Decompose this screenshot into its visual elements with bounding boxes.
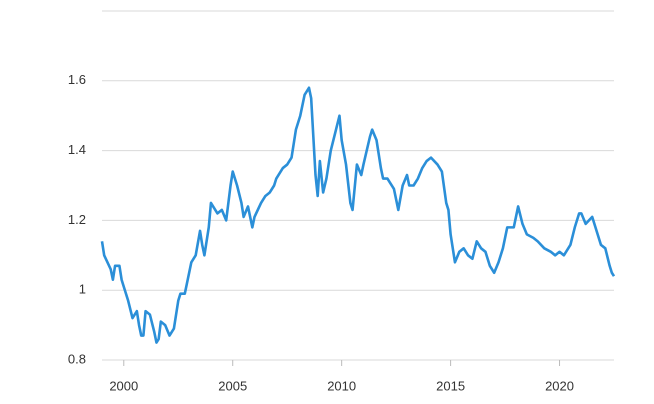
x-tick-label: 2005: [218, 378, 247, 393]
y-tick-label: 1.6: [68, 72, 86, 87]
data-line: [100, 86, 616, 344]
x-tick-label: 2020: [545, 378, 574, 393]
y-tick-label: 1.2: [68, 212, 86, 227]
y-tick-label: 1: [79, 282, 86, 297]
x-tick-label: 2000: [109, 378, 138, 393]
x-tick-label: 2010: [327, 378, 356, 393]
x-tick-label: 2015: [436, 378, 465, 393]
y-tick-label: 1.4: [68, 142, 86, 157]
y-tick-label: 0.8: [68, 351, 86, 366]
